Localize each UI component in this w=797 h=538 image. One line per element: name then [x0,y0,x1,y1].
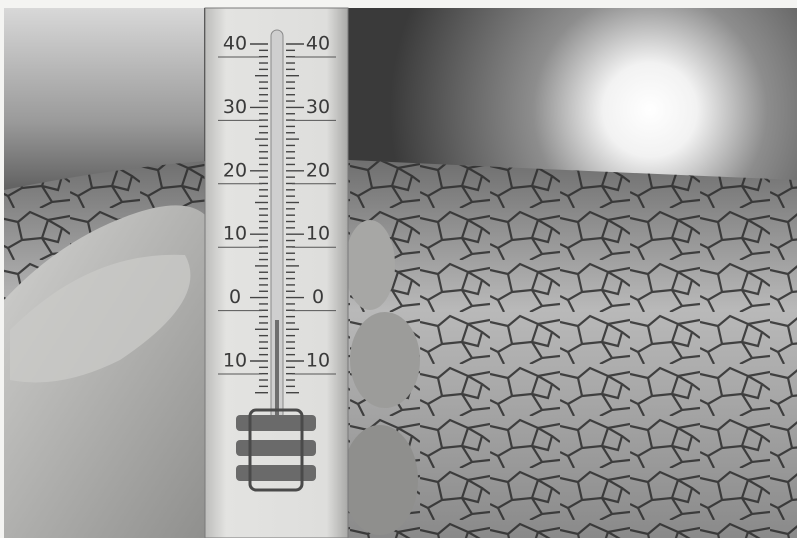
scale-label: 40 [223,33,247,55]
scale-label: 40 [306,33,330,55]
bulb-clip [236,408,316,492]
fingertip [342,425,418,535]
scale-label: 20 [306,159,330,181]
scale-label: 10 [306,223,330,245]
liquid [275,320,279,420]
scale-label: 20 [223,159,247,181]
scale-label: 10 [223,350,247,372]
finger [10,254,191,383]
scale-ticks [250,43,304,394]
scale-label: 30 [223,96,247,118]
scale-label: 10 [223,223,247,245]
scale-label: 0 [229,286,241,308]
fingertip [350,312,420,408]
scale-label: 10 [306,350,330,372]
scale-label: 0 [312,286,324,308]
scale-labels: 40 30 20 10 0 10 40 30 20 10 0 10 [218,33,336,375]
fingertip [345,220,395,310]
scale-label: 30 [306,96,330,118]
